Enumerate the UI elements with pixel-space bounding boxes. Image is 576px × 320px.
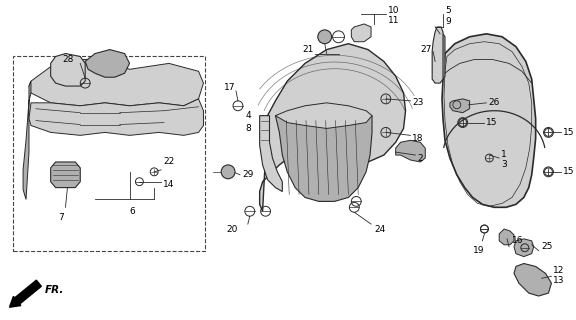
Text: 29: 29 <box>242 170 253 179</box>
Text: 19: 19 <box>472 246 484 255</box>
Text: FR.: FR. <box>45 285 64 295</box>
Text: 13: 13 <box>554 276 565 285</box>
Polygon shape <box>260 116 282 192</box>
Text: 25: 25 <box>541 242 553 251</box>
Text: 2: 2 <box>418 154 423 163</box>
Text: 4: 4 <box>246 111 252 120</box>
Polygon shape <box>432 27 443 83</box>
Polygon shape <box>29 99 203 135</box>
Text: 20: 20 <box>226 225 237 234</box>
Text: 27: 27 <box>420 45 431 54</box>
Circle shape <box>221 165 235 179</box>
Text: 5: 5 <box>445 6 450 15</box>
Text: 11: 11 <box>388 16 399 25</box>
Polygon shape <box>396 140 425 162</box>
Text: 7: 7 <box>59 213 65 222</box>
Polygon shape <box>442 34 536 207</box>
Polygon shape <box>29 60 203 106</box>
Polygon shape <box>433 34 445 81</box>
FancyArrow shape <box>10 280 41 307</box>
Polygon shape <box>260 44 406 211</box>
Text: 26: 26 <box>488 98 500 107</box>
Polygon shape <box>23 81 31 199</box>
Text: 18: 18 <box>412 134 424 143</box>
Polygon shape <box>275 103 372 128</box>
Text: 21: 21 <box>302 45 313 54</box>
Polygon shape <box>514 263 551 296</box>
Text: 14: 14 <box>163 180 175 189</box>
Polygon shape <box>351 24 371 42</box>
Polygon shape <box>85 50 130 77</box>
Polygon shape <box>499 229 514 245</box>
Circle shape <box>318 30 332 44</box>
Text: 28: 28 <box>63 55 74 64</box>
Text: 10: 10 <box>388 6 399 15</box>
Text: 15: 15 <box>563 128 575 137</box>
Text: 15: 15 <box>486 118 498 127</box>
Text: 1: 1 <box>501 149 507 159</box>
Polygon shape <box>514 239 534 257</box>
Text: 22: 22 <box>163 157 175 166</box>
Polygon shape <box>450 99 469 113</box>
Text: 17: 17 <box>224 83 236 92</box>
Text: 3: 3 <box>501 160 507 169</box>
Polygon shape <box>275 116 372 201</box>
Text: 24: 24 <box>374 225 385 234</box>
Text: 9: 9 <box>445 18 450 27</box>
Text: 23: 23 <box>412 98 424 107</box>
Text: 16: 16 <box>512 236 524 245</box>
Bar <box>13 55 206 251</box>
Text: 6: 6 <box>130 207 135 216</box>
Text: 8: 8 <box>246 124 252 133</box>
Text: 12: 12 <box>554 266 565 275</box>
Polygon shape <box>51 53 85 86</box>
Polygon shape <box>51 162 80 188</box>
Text: 15: 15 <box>563 167 575 176</box>
